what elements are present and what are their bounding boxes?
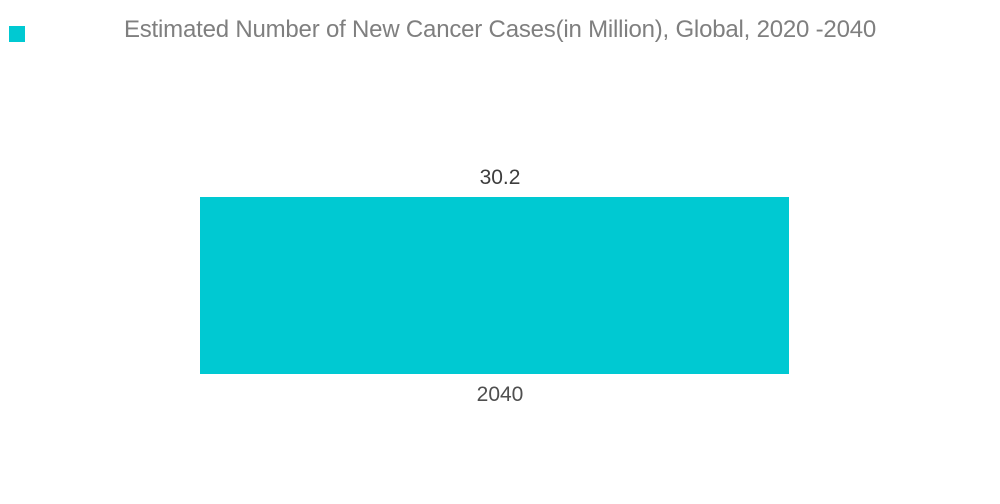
chart-title: Estimated Number of New Cancer Cases(in … (123, 16, 877, 43)
x-axis-label-2040: 2040 (476, 383, 524, 406)
brand-mark-square (9, 26, 25, 42)
bar-value-label: 30.2 (479, 166, 521, 189)
bar-2040 (200, 197, 789, 374)
